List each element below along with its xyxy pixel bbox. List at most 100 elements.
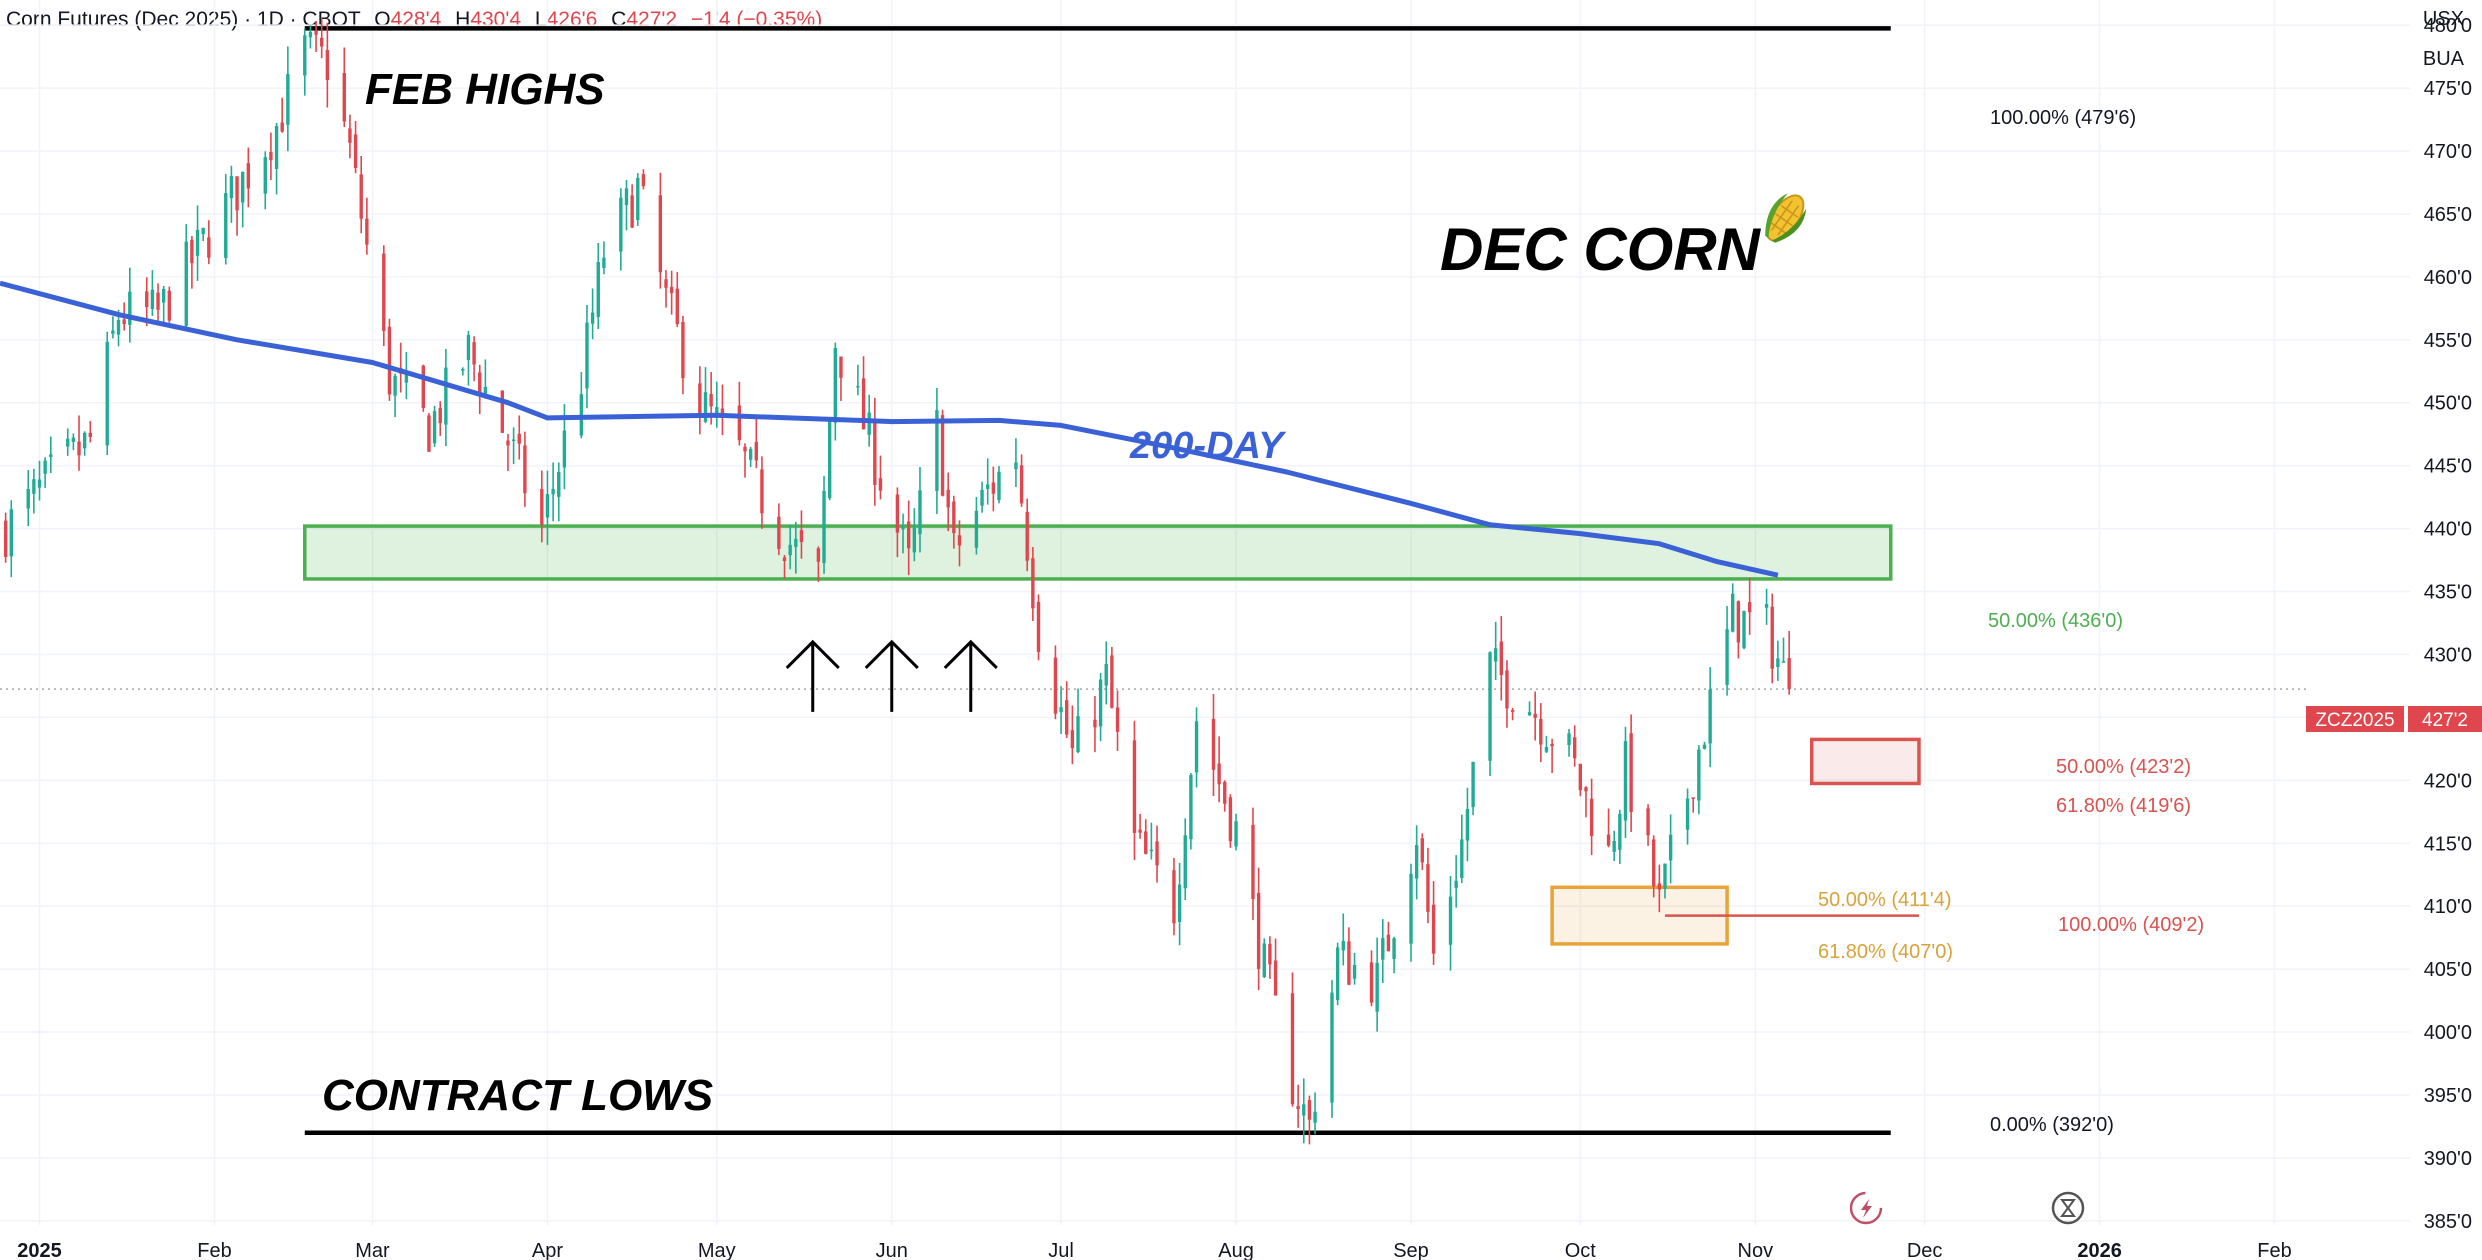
- candle-body: [1657, 883, 1662, 890]
- candle-body: [1533, 713, 1537, 718]
- candle-body: [980, 489, 984, 506]
- x-tick-label: Nov: [1738, 1240, 1774, 1260]
- hourglass-icon[interactable]: [2051, 1191, 2085, 1225]
- candle-body: [579, 394, 584, 436]
- candle-body: [703, 392, 708, 422]
- y-tick-label: 395'0: [2424, 1085, 2472, 1107]
- candle-body: [466, 334, 471, 361]
- candle-body: [760, 469, 764, 514]
- lightning-icon[interactable]: [1849, 1191, 1883, 1225]
- candle-body: [748, 448, 753, 460]
- feb-highs-label: FEB HIGHS: [365, 65, 605, 114]
- candle-body: [229, 176, 234, 199]
- candle-body: [861, 378, 866, 430]
- candle-body: [709, 393, 713, 407]
- x-tick-label: Oct: [1565, 1240, 1597, 1260]
- x-tick-label: May: [698, 1240, 736, 1260]
- candle-body: [782, 557, 787, 562]
- candle-body: [122, 319, 126, 325]
- ma-200-line: [0, 280, 1779, 578]
- x-tick-label: Jun: [876, 1240, 908, 1260]
- y-tick-label: 480'0: [2424, 15, 2472, 37]
- candle-body: [540, 488, 544, 525]
- candle-body: [1194, 721, 1199, 773]
- candle-body: [1031, 558, 1035, 609]
- candle-body: [1019, 465, 1024, 504]
- candle-body: [1448, 896, 1453, 945]
- candle-body: [1691, 797, 1695, 799]
- green-resistance-zone: [303, 524, 1893, 581]
- candle-body: [1572, 737, 1577, 759]
- candle-body: [432, 411, 437, 444]
- candle-body: [82, 432, 87, 449]
- candle-body: [1251, 824, 1255, 899]
- candle-body: [1104, 663, 1108, 686]
- x-tick-label: Mar: [355, 1240, 390, 1260]
- candle-body: [325, 50, 330, 80]
- up-arrow: [864, 639, 919, 712]
- zones: [303, 524, 1921, 946]
- candle-body: [348, 128, 352, 143]
- candle-body: [1369, 962, 1374, 1003]
- candle-body: [935, 410, 939, 491]
- candle-body: [867, 412, 871, 435]
- candle-body: [737, 405, 742, 441]
- candle-body: [1584, 787, 1588, 792]
- candle-body: [43, 460, 47, 474]
- candle-body: [26, 488, 30, 509]
- candle-body: [641, 174, 646, 187]
- candle-body: [1454, 880, 1458, 888]
- candle-body: [49, 454, 53, 458]
- candle-body: [974, 510, 979, 548]
- candle-body: [1273, 960, 1278, 996]
- candle-body: [1065, 700, 1069, 735]
- candle-body: [1685, 798, 1690, 830]
- candle-body: [1612, 840, 1616, 852]
- candle-body: [1059, 707, 1063, 713]
- candle-body: [940, 415, 945, 496]
- candle-body: [1646, 808, 1650, 836]
- candle-body: [190, 239, 194, 264]
- candle-body: [32, 479, 36, 494]
- y-tick-label: 475'0: [2424, 78, 2472, 100]
- candle-body: [438, 407, 442, 424]
- candle-body: [1747, 602, 1752, 613]
- candle-body: [1183, 835, 1187, 889]
- unit-label[interactable]: BUA: [2422, 48, 2464, 70]
- candle-body: [523, 445, 527, 494]
- candle-body: [286, 73, 290, 125]
- y-tick-label: 445'0: [2424, 456, 2472, 478]
- corn-icon: [1765, 193, 1807, 243]
- candle-body: [444, 367, 448, 425]
- candle-body: [624, 188, 629, 205]
- candle-body: [873, 418, 877, 485]
- candle-body: [500, 390, 505, 433]
- candle-body: [619, 197, 623, 252]
- red-fib-zone: [1809, 737, 1921, 786]
- candle-body: [1256, 892, 1261, 969]
- red-zone-label-lower: 61.80% (419'6): [2056, 795, 2191, 817]
- candle-body: [195, 229, 200, 256]
- currency-label[interactable]: USX: [2422, 8, 2464, 30]
- ma-200-label: 200-DAY: [1129, 425, 1287, 467]
- x-tick-label: Aug: [1218, 1240, 1254, 1260]
- candle-body: [1725, 629, 1729, 685]
- candle-body: [274, 125, 279, 170]
- candles: [3, 17, 1791, 1145]
- candle-body: [1409, 873, 1413, 944]
- candle-body: [788, 544, 792, 556]
- y-tick-label: 420'0: [2424, 770, 2472, 792]
- candle-body: [1335, 947, 1340, 1001]
- y-tick-label: 405'0: [2424, 959, 2472, 981]
- candle-body: [585, 322, 589, 389]
- candle-body: [1414, 845, 1419, 879]
- dec-corn-title: DEC CORN: [1440, 216, 1762, 283]
- candle-body: [1025, 511, 1029, 561]
- candle-body: [263, 157, 267, 194]
- candle-body: [1781, 661, 1786, 663]
- y-tick-label: 410'0: [2424, 896, 2472, 918]
- x-axis: 2025 Feb Mar Apr May Jun Jul Aug Sep Oct Nov Dec 202…: [17, 1240, 2292, 1260]
- candle-body: [66, 438, 70, 447]
- candle-body: [1155, 841, 1159, 866]
